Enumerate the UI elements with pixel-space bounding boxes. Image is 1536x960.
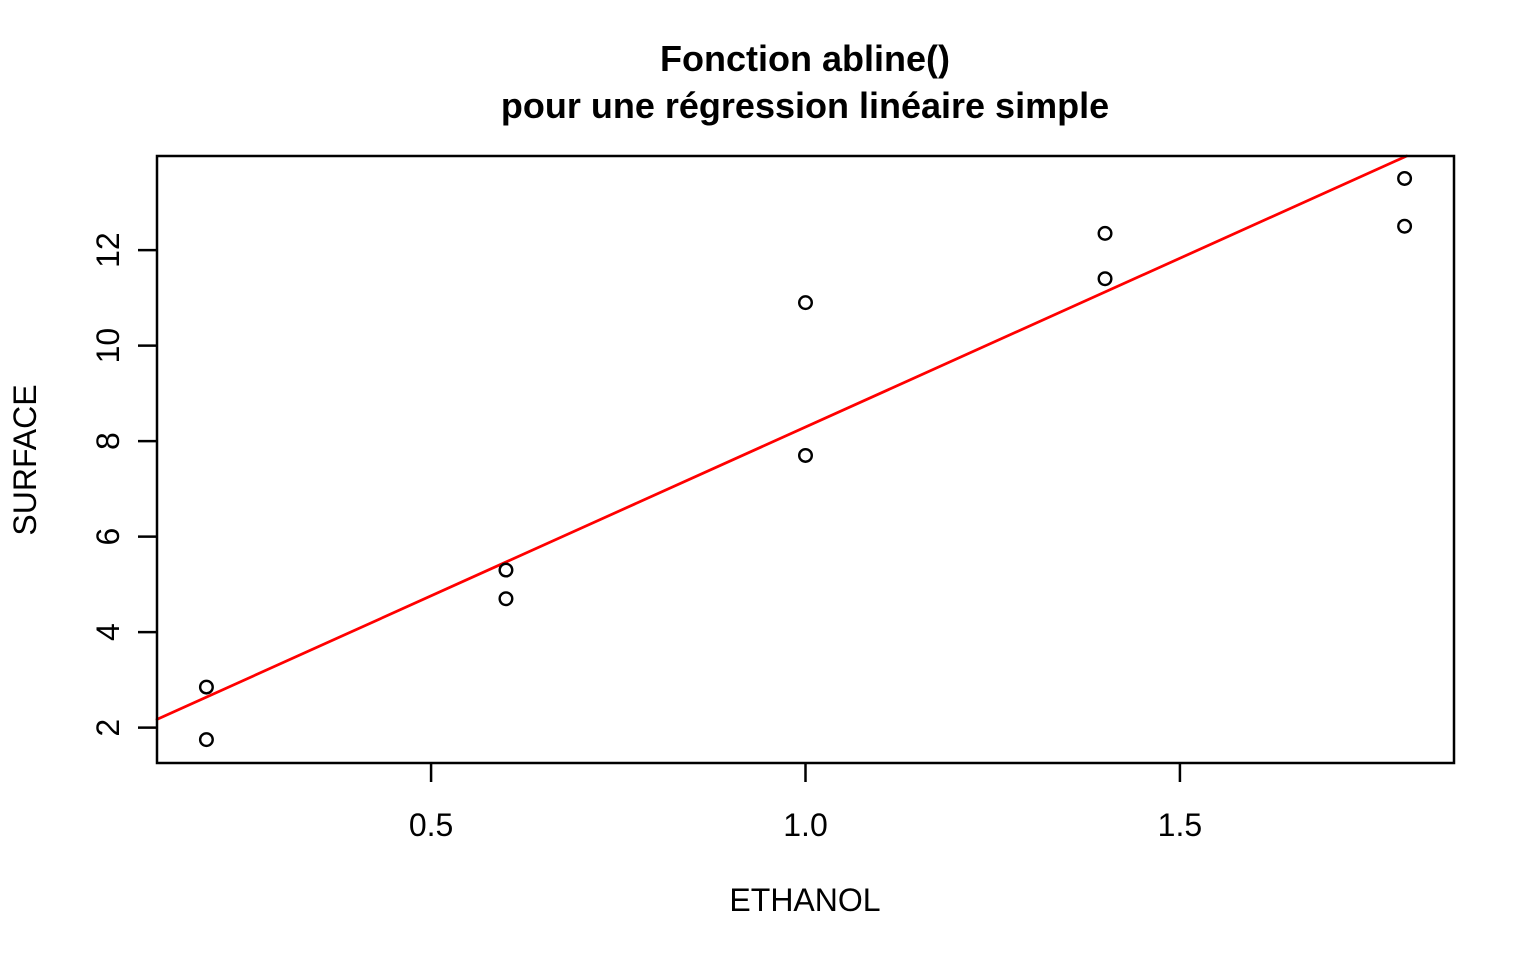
data-point (198, 732, 214, 748)
x-tick-label: 0.5 (409, 807, 453, 843)
data-point (798, 447, 814, 463)
data-point (198, 679, 214, 695)
data-point (498, 591, 514, 607)
y-tick-label: 6 (90, 528, 126, 546)
data-point (1397, 170, 1413, 186)
x-axis-label: ETHANOL (729, 882, 880, 918)
data-point (1097, 225, 1113, 241)
y-axis-label: SURFACE (7, 384, 43, 535)
chart-title: Fonction abline() (660, 38, 950, 79)
data-point (1097, 271, 1113, 287)
y-tick-label: 2 (90, 719, 126, 737)
chart-subtitle: pour une régression linéaire simple (501, 85, 1109, 126)
plot-border-box (155, 154, 1456, 765)
data-point (1397, 218, 1413, 234)
x-tick-label: 1.5 (1158, 807, 1202, 843)
data-point (798, 295, 814, 311)
y-tick-label: 12 (90, 232, 126, 268)
y-tick-label: 8 (90, 432, 126, 450)
data-point (498, 562, 514, 578)
regression-line (155, 154, 1409, 721)
y-tick-label: 4 (90, 623, 126, 641)
x-tick-label: 1.0 (783, 807, 827, 843)
y-tick-label: 10 (90, 328, 126, 364)
